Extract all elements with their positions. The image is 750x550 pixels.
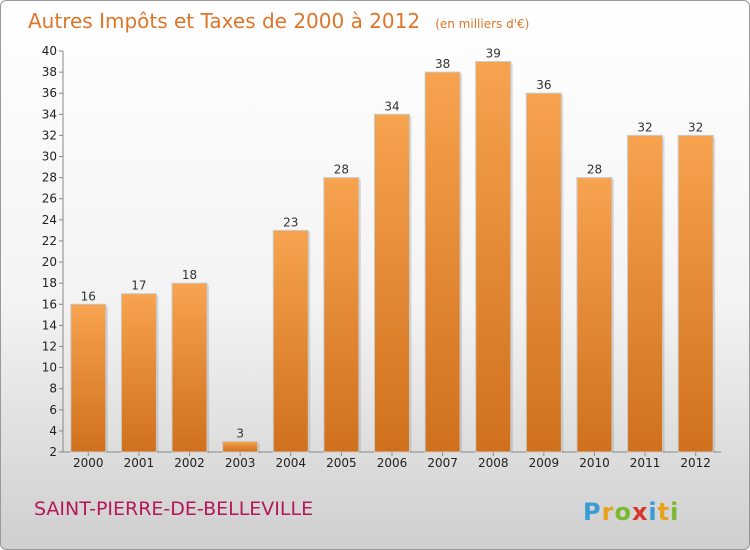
data-label: 32 bbox=[688, 120, 703, 134]
bar bbox=[525, 92, 562, 453]
bar bbox=[475, 61, 512, 453]
y-tick-label: 2 bbox=[49, 445, 57, 459]
bar bbox=[374, 113, 410, 453]
bar bbox=[323, 177, 360, 453]
x-tick-label: 2012 bbox=[680, 456, 711, 470]
y-tick-label: 4 bbox=[49, 424, 57, 438]
bar bbox=[120, 293, 157, 453]
chart-data-labels: 16 17 18 3 23 28 34 38 39 36 28 32 32 bbox=[81, 47, 704, 441]
y-tick-label: 10 bbox=[42, 361, 57, 375]
x-tick-label: 2001 bbox=[124, 456, 155, 470]
data-label: 38 bbox=[435, 57, 450, 71]
bar bbox=[677, 134, 714, 453]
y-tick-label: 32 bbox=[42, 128, 57, 142]
x-tick-label: 2004 bbox=[275, 456, 306, 470]
y-tick-label: 34 bbox=[42, 107, 57, 121]
chart-unit: (en milliers d'€) bbox=[435, 17, 529, 31]
chart-bars bbox=[70, 61, 716, 453]
data-label: 18 bbox=[182, 268, 197, 282]
y-tick-label: 18 bbox=[42, 276, 57, 290]
bar bbox=[272, 229, 309, 453]
data-label: 28 bbox=[334, 163, 349, 177]
y-tick-label: 38 bbox=[42, 65, 57, 79]
y-tick-label: 12 bbox=[42, 339, 57, 353]
bar bbox=[424, 71, 461, 453]
proxiti-logo: Proxiti bbox=[583, 498, 679, 526]
chart-title: Autres Impôts et Taxes de 2000 à 2012 bbox=[28, 9, 420, 33]
data-label: 39 bbox=[486, 47, 501, 61]
x-tick-label: 2008 bbox=[478, 456, 509, 470]
y-tick-label: 22 bbox=[42, 234, 57, 248]
data-label: 16 bbox=[81, 289, 96, 303]
x-tick-label: 2006 bbox=[377, 456, 408, 470]
bar bbox=[576, 177, 613, 453]
bar bbox=[70, 303, 107, 453]
x-tick-label: 2002 bbox=[174, 456, 205, 470]
y-tick-label: 24 bbox=[42, 213, 57, 227]
data-label: 3 bbox=[236, 426, 244, 440]
x-tick-label: 2007 bbox=[427, 456, 458, 470]
y-tick-label: 26 bbox=[42, 192, 57, 206]
data-label: 17 bbox=[131, 279, 146, 293]
commune-name: SAINT-PIERRE-DE-BELLEVILLE bbox=[34, 498, 313, 520]
y-tick-label: 6 bbox=[49, 403, 57, 417]
bar bbox=[627, 134, 664, 453]
x-tick-label: 2000 bbox=[73, 456, 104, 470]
bar bbox=[171, 282, 208, 453]
y-tick-label: 8 bbox=[49, 382, 57, 396]
svg-text:Proxiti: Proxiti bbox=[583, 498, 679, 526]
chart-axes: 2468101214161820222426283032343638402000… bbox=[42, 44, 721, 470]
data-label: 28 bbox=[587, 163, 602, 177]
y-tick-label: 36 bbox=[42, 86, 57, 100]
y-tick-label: 28 bbox=[42, 171, 57, 185]
y-tick-label: 40 bbox=[42, 44, 57, 58]
x-tick-label: 2010 bbox=[579, 456, 610, 470]
y-tick-label: 30 bbox=[42, 150, 57, 164]
x-tick-label: 2009 bbox=[529, 456, 560, 470]
y-tick-label: 14 bbox=[42, 318, 57, 332]
data-label: 36 bbox=[536, 78, 551, 92]
y-tick-label: 20 bbox=[42, 255, 57, 269]
data-label: 32 bbox=[637, 120, 652, 134]
bar bbox=[222, 440, 259, 453]
chart-title-line: Autres Impôts et Taxes de 2000 à 2012 (e… bbox=[28, 9, 529, 33]
x-tick-label: 2011 bbox=[630, 456, 661, 470]
x-tick-label: 2003 bbox=[225, 456, 256, 470]
data-label: 34 bbox=[384, 99, 399, 113]
y-tick-label: 16 bbox=[42, 297, 57, 311]
data-label: 23 bbox=[283, 215, 298, 229]
x-tick-label: 2005 bbox=[326, 456, 357, 470]
